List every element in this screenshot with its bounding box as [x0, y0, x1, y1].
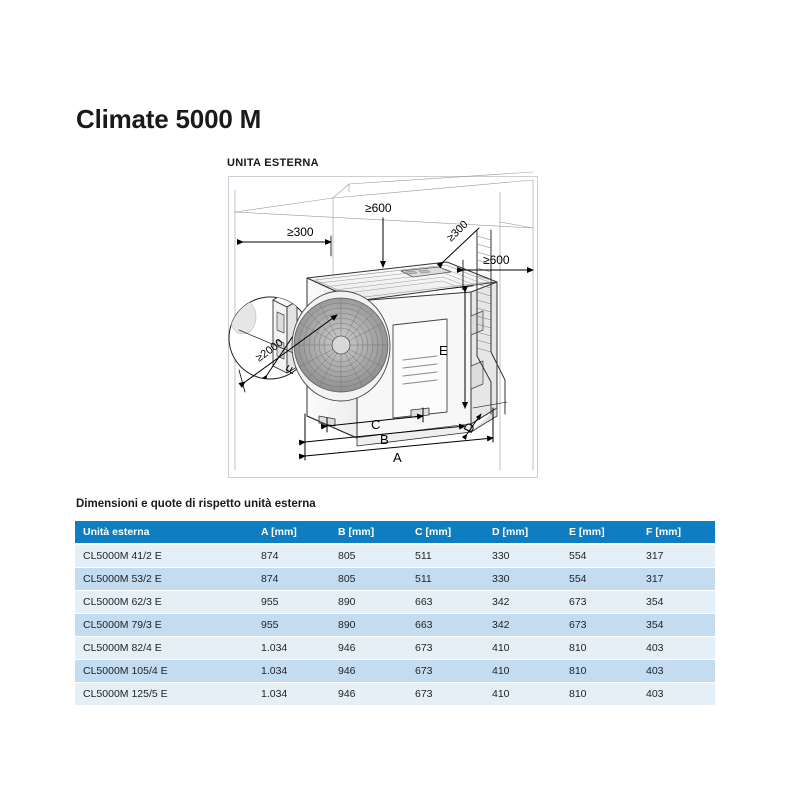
cell-dimension: 410 [484, 636, 561, 660]
cell-dimension: 946 [330, 682, 407, 706]
cell-dimension: 955 [253, 590, 330, 614]
cell-dimension: 663 [407, 613, 484, 637]
dimension-label-b: B [380, 432, 389, 447]
outdoor-unit-technical-drawing: F [228, 171, 534, 471]
cell-dimension: 1.034 [253, 682, 330, 706]
fan-grille [291, 290, 391, 402]
cell-dimension: 354 [638, 590, 715, 614]
column-header-a: A [mm] [253, 521, 330, 545]
cell-dimension: 810 [561, 682, 638, 706]
cell-dimension: 805 [330, 544, 407, 568]
cell-dimension: 810 [561, 636, 638, 660]
table-header-row: Unità esterna A [mm] B [mm] C [mm] D [mm… [75, 521, 715, 545]
cell-dimension: 673 [561, 590, 638, 614]
cell-dimension: 354 [638, 613, 715, 637]
cell-dimension: 673 [407, 636, 484, 660]
clearance-label-rear: ≥300 [445, 219, 471, 245]
cell-dimension: 673 [561, 613, 638, 637]
table-row: CL5000M 79/3 E 955 890 663 342 673 354 [75, 613, 715, 637]
cell-dimension: 946 [330, 636, 407, 660]
column-header-b: B [mm] [330, 521, 407, 545]
table-row: CL5000M 53/2 E 874 805 511 330 554 317 [75, 567, 715, 591]
cell-dimension: 317 [638, 544, 715, 568]
cell-dimension: 403 [638, 682, 715, 706]
drawing-section-label: UNITA ESTERNA [227, 157, 319, 169]
cell-dimension: 317 [638, 567, 715, 591]
cell-dimension: 511 [407, 544, 484, 568]
cell-dimension: 554 [561, 567, 638, 591]
clearance-arrow-rear [436, 227, 480, 269]
cell-unit-name: CL5000M 41/2 E [75, 544, 253, 568]
cell-dimension: 673 [407, 682, 484, 706]
cell-dimension: 946 [330, 659, 407, 683]
side-louvers [402, 355, 438, 385]
cell-dimension: 403 [638, 636, 715, 660]
table-row: CL5000M 41/2 E 874 805 511 330 554 317 [75, 544, 715, 568]
table-row: CL5000M 125/5 E 1.034 946 673 410 810 403 [75, 682, 715, 706]
column-header-e: E [mm] [561, 521, 638, 545]
outdoor-unit-dimensions-table: Unità esterna A [mm] B [mm] C [mm] D [mm… [75, 521, 715, 706]
table-row: CL5000M 62/3 E 955 890 663 342 673 354 [75, 590, 715, 614]
cell-dimension: 330 [484, 544, 561, 568]
cell-dimension: 874 [253, 567, 330, 591]
cell-dimension: 410 [484, 682, 561, 706]
cell-dimension: 511 [407, 567, 484, 591]
cell-dimension: 403 [638, 659, 715, 683]
table-row: CL5000M 82/4 E 1.034 946 673 410 810 403 [75, 636, 715, 660]
dimension-label-e: E [439, 343, 448, 358]
dimension-label-c: C [371, 417, 380, 432]
cell-dimension: 890 [330, 590, 407, 614]
column-header-unit: Unità esterna [75, 521, 253, 545]
cell-dimension: 890 [330, 613, 407, 637]
column-header-c: C [mm] [407, 521, 484, 545]
dimension-arrow-d [461, 413, 482, 440]
cell-dimension: 330 [484, 567, 561, 591]
dimension-arrow-a [298, 435, 494, 460]
cell-unit-name: CL5000M 79/3 E [75, 613, 253, 637]
table-caption: Dimensioni e quote di rispetto unità est… [76, 498, 316, 510]
table-row: CL5000M 105/4 E 1.034 946 673 410 810 403 [75, 659, 715, 683]
cell-dimension: 955 [253, 613, 330, 637]
cell-unit-name: CL5000M 82/4 E [75, 636, 253, 660]
cell-dimension: 1.034 [253, 659, 330, 683]
cell-dimension: 410 [484, 659, 561, 683]
cell-dimension: 673 [407, 659, 484, 683]
cell-dimension: 1.034 [253, 636, 330, 660]
column-header-d: D [mm] [484, 521, 561, 545]
cell-unit-name: CL5000M 125/5 E [75, 682, 253, 706]
clearance-label-left: ≥300 [287, 225, 314, 239]
clearance-label-top: ≥600 [365, 201, 392, 215]
cell-dimension: 554 [561, 544, 638, 568]
cell-dimension: 874 [253, 544, 330, 568]
cell-dimension: 805 [330, 567, 407, 591]
clearance-label-right: ≥600 [483, 253, 510, 267]
cell-unit-name: CL5000M 105/4 E [75, 659, 253, 683]
column-header-f: F [mm] [638, 521, 715, 545]
cell-unit-name: CL5000M 62/3 E [75, 590, 253, 614]
cell-dimension: 810 [561, 659, 638, 683]
cell-dimension: 342 [484, 590, 561, 614]
cell-dimension: 342 [484, 613, 561, 637]
cell-unit-name: CL5000M 53/2 E [75, 567, 253, 591]
page-title: Climate 5000 M [76, 104, 262, 134]
dimension-label-a: A [393, 450, 402, 465]
cell-dimension: 663 [407, 590, 484, 614]
clearance-arrow-front [238, 314, 338, 388]
outdoor-unit-body [291, 261, 498, 447]
